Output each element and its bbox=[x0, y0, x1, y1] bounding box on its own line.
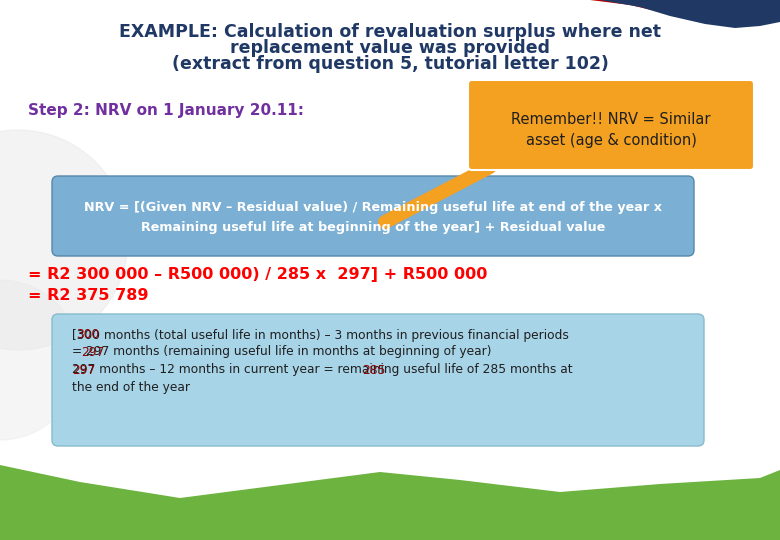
Text: = R2 300 000 – R500 000) / 285 x  297] + R500 000: = R2 300 000 – R500 000) / 285 x 297] + … bbox=[28, 267, 487, 282]
Text: Step 2: NRV on 1 January 20.11:: Step 2: NRV on 1 January 20.11: bbox=[28, 103, 304, 118]
Text: Remaining useful life at beginning of the year] + Residual value: Remaining useful life at beginning of th… bbox=[141, 221, 605, 234]
FancyBboxPatch shape bbox=[468, 80, 754, 170]
Bar bbox=[0, 0, 780, 40]
Text: (extract from question 5, tutorial letter 102): (extract from question 5, tutorial lette… bbox=[172, 55, 608, 73]
Polygon shape bbox=[0, 465, 780, 540]
Text: = R2 375 789: = R2 375 789 bbox=[28, 287, 148, 302]
Text: Remember!! NRV = Similar: Remember!! NRV = Similar bbox=[511, 112, 711, 127]
Text: NRV = [(Given NRV – Residual value) / Remaining useful life at end of the year x: NRV = [(Given NRV – Residual value) / Re… bbox=[84, 201, 662, 214]
Polygon shape bbox=[590, 0, 780, 22]
Text: EXAMPLE: Calculation of revaluation surplus where net: EXAMPLE: Calculation of revaluation surp… bbox=[119, 23, 661, 41]
Text: [300 months (total useful life in months) – 3 months in previous financial perio: [300 months (total useful life in months… bbox=[72, 328, 569, 341]
Text: 300: 300 bbox=[76, 328, 100, 341]
Text: 285: 285 bbox=[363, 363, 386, 376]
Text: 297 months – 12 months in current year = remaining useful life of 285 months at: 297 months – 12 months in current year =… bbox=[72, 363, 573, 376]
Text: replacement value was provided: replacement value was provided bbox=[230, 39, 550, 57]
Text: 297: 297 bbox=[72, 363, 95, 376]
Text: the end of the year: the end of the year bbox=[72, 381, 190, 395]
Text: = 297 months (remaining useful life in months at beginning of year): = 297 months (remaining useful life in m… bbox=[72, 346, 491, 359]
FancyBboxPatch shape bbox=[52, 314, 704, 446]
Circle shape bbox=[0, 130, 128, 350]
FancyBboxPatch shape bbox=[52, 176, 694, 256]
Text: asset (age & condition): asset (age & condition) bbox=[526, 132, 697, 147]
Text: 297: 297 bbox=[81, 346, 104, 359]
Circle shape bbox=[0, 280, 80, 440]
Polygon shape bbox=[600, 0, 780, 28]
